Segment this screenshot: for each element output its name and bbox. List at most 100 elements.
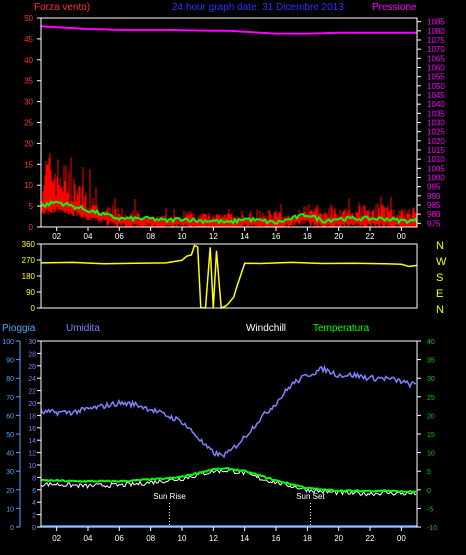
x-tick-label: 20 bbox=[334, 534, 343, 543]
x-tick-label: 10 bbox=[178, 232, 187, 241]
humidity-tick-label: 18 bbox=[28, 413, 36, 420]
humidity-tick-label: 4 bbox=[32, 500, 36, 507]
panel-temperature-humidity: 0102030405060708090100024681012141618202… bbox=[2, 339, 437, 543]
temperature-tick-label: 15 bbox=[427, 432, 435, 439]
y2-tick-label: 1035 bbox=[427, 109, 445, 118]
temperature-tick-label: 25 bbox=[427, 395, 435, 402]
x-tick-label: 22 bbox=[366, 232, 375, 241]
y-tick-label: 5 bbox=[29, 202, 34, 211]
direction-tick-label: 0 bbox=[31, 304, 36, 313]
temperature-tick-label: -5 bbox=[427, 506, 433, 513]
wind-average-line bbox=[40, 200, 418, 226]
x-tick-label: 02 bbox=[52, 534, 61, 543]
y-tick-label: 0 bbox=[29, 223, 34, 232]
compass-label: N bbox=[436, 304, 444, 316]
direction-tick-label: 360 bbox=[22, 240, 36, 249]
y2-tick-label: 985 bbox=[427, 201, 441, 210]
direction-tick-label: 180 bbox=[22, 272, 36, 281]
x-tick-label: 20 bbox=[334, 232, 343, 241]
temperature-tick-label: -10 bbox=[427, 525, 437, 532]
direction-frame bbox=[40, 243, 418, 309]
rain-tick-label: 60 bbox=[6, 413, 14, 420]
x-tick-label: 22 bbox=[366, 534, 375, 543]
temperature-tick-label: 35 bbox=[427, 358, 435, 365]
y2-tick-label: 1085 bbox=[427, 18, 445, 27]
rain-tick-label: 30 bbox=[6, 469, 14, 476]
y2-tick-label: 1000 bbox=[427, 174, 445, 183]
y2-tick-label: 1070 bbox=[427, 45, 445, 54]
y2-tick-label: 1005 bbox=[427, 164, 445, 173]
humidity-tick-label: 16 bbox=[28, 426, 36, 433]
x-tick-label: 04 bbox=[84, 232, 93, 241]
y2-tick-label: 1015 bbox=[427, 146, 445, 155]
sunrise-label: Sun Rise bbox=[153, 492, 186, 501]
rain-tick-label: 70 bbox=[6, 395, 14, 402]
legend-humidity: Umidita bbox=[66, 323, 100, 334]
rain-tick-label: 80 bbox=[6, 376, 14, 383]
y2-tick-label: 1065 bbox=[427, 54, 445, 63]
x-tick-label: 10 bbox=[178, 534, 187, 543]
y2-tick-label: 995 bbox=[427, 183, 441, 192]
y-tick-label: 10 bbox=[24, 181, 33, 190]
y-tick-label: 40 bbox=[24, 56, 33, 65]
humidity-tick-label: 20 bbox=[28, 401, 36, 408]
x-tick-label: 00 bbox=[397, 534, 406, 543]
pressure-line bbox=[40, 25, 417, 35]
humidity-tick-label: 10 bbox=[28, 463, 36, 470]
x-tick-label: 08 bbox=[146, 232, 155, 241]
y2-tick-label: 1025 bbox=[427, 128, 445, 137]
rain-tick-label: 90 bbox=[6, 358, 14, 365]
rain-tick-label: 10 bbox=[6, 506, 14, 513]
sunset-label: Sun Set bbox=[296, 492, 325, 501]
temperature-tick-label: 0 bbox=[427, 488, 431, 495]
temperature-tick-label: 40 bbox=[427, 339, 435, 346]
chart-title: 24 hour graph date: 31 Dicembre 2013 bbox=[172, 2, 344, 13]
humidity-tick-label: 30 bbox=[28, 339, 36, 346]
x-tick-label: 12 bbox=[209, 534, 218, 543]
x-tick-label: 04 bbox=[84, 534, 93, 543]
humidity-line bbox=[40, 364, 417, 459]
y-tick-label: 20 bbox=[24, 139, 33, 148]
compass-label: W bbox=[436, 256, 447, 268]
y-tick-label: 45 bbox=[24, 35, 33, 44]
legend-pressure: Pressione bbox=[372, 2, 417, 13]
humidity-tick-label: 12 bbox=[28, 451, 36, 458]
temperature-tick-label: 30 bbox=[427, 376, 435, 383]
x-tick-label: 14 bbox=[240, 232, 249, 241]
y-tick-label: 30 bbox=[24, 98, 33, 107]
legend-windchill: Windchill bbox=[246, 323, 286, 334]
legend-wind: Forza vento) bbox=[34, 2, 90, 13]
temperature-tick-label: 20 bbox=[427, 413, 435, 420]
temperature-frame bbox=[40, 340, 418, 528]
humidity-tick-label: 22 bbox=[28, 389, 36, 396]
legend-rain: Pioggia bbox=[2, 323, 36, 334]
temperature-line bbox=[40, 466, 417, 494]
rain-tick-label: 50 bbox=[6, 432, 14, 439]
x-tick-label: 12 bbox=[209, 232, 218, 241]
x-tick-label: 16 bbox=[272, 534, 281, 543]
y-tick-label: 15 bbox=[24, 160, 33, 169]
y2-tick-label: 1020 bbox=[427, 137, 445, 146]
direction-tick-label: 270 bbox=[22, 256, 36, 265]
windchill-line bbox=[40, 468, 417, 497]
x-tick-label: 02 bbox=[52, 232, 61, 241]
y-tick-label: 25 bbox=[24, 119, 33, 128]
x-tick-label: 16 bbox=[272, 232, 281, 241]
y2-tick-label: 990 bbox=[427, 192, 441, 201]
rain-tick-label: 40 bbox=[6, 451, 14, 458]
y2-tick-label: 1060 bbox=[427, 64, 445, 73]
y2-tick-label: 1010 bbox=[427, 155, 445, 164]
humidity-tick-label: 0 bbox=[32, 525, 36, 532]
humidity-tick-label: 26 bbox=[28, 364, 36, 371]
direction-tick-label: 90 bbox=[26, 288, 35, 297]
y-tick-label: 35 bbox=[24, 77, 33, 86]
rain-tick-label: 20 bbox=[6, 488, 14, 495]
y2-tick-label: 1075 bbox=[427, 36, 445, 45]
y2-tick-label: 975 bbox=[427, 219, 441, 228]
humidity-tick-label: 8 bbox=[32, 475, 36, 482]
y2-tick-label: 1030 bbox=[427, 119, 445, 128]
temperature-tick-label: 10 bbox=[427, 451, 435, 458]
y2-tick-label: 1045 bbox=[427, 91, 445, 100]
